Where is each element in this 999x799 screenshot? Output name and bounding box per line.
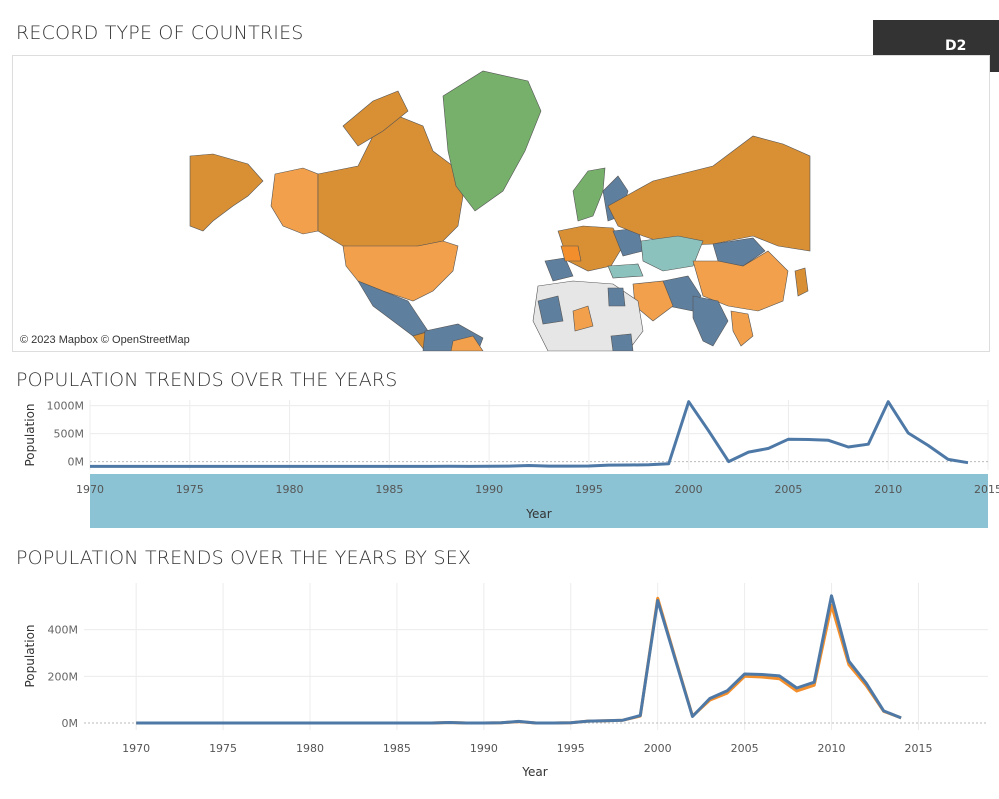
x-tick-label: 1980 xyxy=(276,483,304,496)
y-tick-label: 0M xyxy=(62,717,79,730)
series-line[interactable] xyxy=(90,400,969,468)
map-region-turkey[interactable] xyxy=(607,263,644,279)
map-region-japan[interactable] xyxy=(794,267,809,297)
x-tick-label: 2010 xyxy=(874,483,902,496)
y-tick-label: 400M xyxy=(48,624,79,637)
map-region-norway[interactable] xyxy=(572,167,606,222)
x-tick-label: 1990 xyxy=(475,483,503,496)
x-tick-label: 1975 xyxy=(209,742,237,755)
x-tick-label: 1970 xyxy=(122,742,150,755)
population-chart-title: POPULATION TRENDS OVER THE YEARS xyxy=(16,369,398,391)
map-region-russia[interactable] xyxy=(607,135,811,252)
badge-label: D2 xyxy=(945,38,967,54)
series-line[interactable] xyxy=(136,596,902,725)
x-tick-label: 1980 xyxy=(296,742,324,755)
map-region-kazakhstan[interactable] xyxy=(640,235,704,272)
x-axis-band[interactable] xyxy=(90,474,988,528)
x-tick-label: 2000 xyxy=(675,483,703,496)
map-attribution[interactable]: © 2023 Mapbox © OpenStreetMap xyxy=(20,334,190,346)
map-title: RECORD TYPE OF COUNTRIES xyxy=(16,22,304,44)
map-region-mongolia[interactable] xyxy=(712,237,766,267)
y-tick-label: 200M xyxy=(48,670,79,683)
y-tick-label: 1000M xyxy=(47,400,85,413)
x-tick-label: 2000 xyxy=(644,742,672,755)
x-tick-label: 1995 xyxy=(557,742,585,755)
x-tick-label: 1995 xyxy=(575,483,603,496)
y-tick-label: 500M xyxy=(54,428,85,441)
map-region-canada-islands[interactable] xyxy=(342,90,409,147)
y-tick-label: 0M xyxy=(68,456,85,469)
x-tick-label: 2005 xyxy=(774,483,802,496)
map-region-far-east[interactable] xyxy=(189,153,264,232)
x-tick-label: 1990 xyxy=(470,742,498,755)
map-region-india[interactable] xyxy=(692,295,729,347)
x-axis-label: Year xyxy=(521,765,547,779)
x-tick-label: 1985 xyxy=(383,742,411,755)
map-region-canada[interactable] xyxy=(317,115,464,250)
y-axis-label: Population xyxy=(23,624,37,687)
population-by-sex-chart-title: POPULATION TRENDS OVER THE YEARS BY SEX xyxy=(16,547,472,569)
map-region-west-africa[interactable] xyxy=(537,295,564,325)
map-region-alaska[interactable] xyxy=(270,167,319,235)
y-axis-label: Population xyxy=(23,403,37,466)
population-by-sex-chart[interactable]: Year Population 0M 200M 400M 1970 1975 1980 19… xyxy=(0,578,999,798)
map-region-se-asia[interactable] xyxy=(730,310,754,347)
x-tick-label: 2005 xyxy=(731,742,759,755)
x-tick-label: 1975 xyxy=(176,483,204,496)
series-line[interactable] xyxy=(136,594,902,725)
x-tick-label: 1985 xyxy=(375,483,403,496)
map-region-iberia[interactable] xyxy=(544,257,574,282)
map-region-usa[interactable] xyxy=(342,240,459,302)
map-canvas[interactable] xyxy=(13,56,989,351)
map-region-france[interactable] xyxy=(560,245,582,262)
map-region-greenland[interactable] xyxy=(442,70,542,212)
map-region-ethiopia[interactable] xyxy=(610,333,634,351)
map-region-venezuela[interactable] xyxy=(450,335,484,351)
x-tick-label: 2015 xyxy=(904,742,932,755)
x-axis-label: Year xyxy=(525,507,551,521)
x-tick-label: 2015 xyxy=(974,483,999,496)
x-tick-label: 1970 xyxy=(76,483,104,496)
x-tick-label: 2010 xyxy=(818,742,846,755)
population-trend-chart[interactable]: Year Population 0M 500M 1000M 1970 1975 1980 1… xyxy=(0,395,999,535)
world-map[interactable]: © 2023 Mapbox © OpenStreetMap xyxy=(12,55,990,352)
map-region-north-africa[interactable] xyxy=(572,305,594,332)
map-region-egypt[interactable] xyxy=(607,287,626,307)
